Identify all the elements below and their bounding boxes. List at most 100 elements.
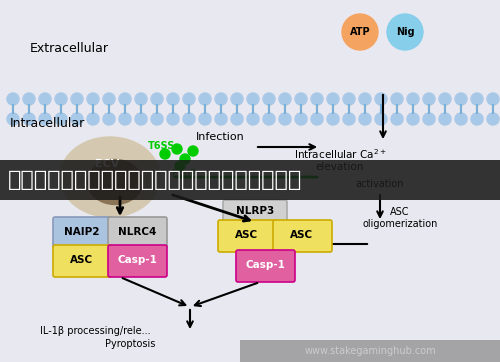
Circle shape — [119, 93, 131, 105]
Text: Casp-1: Casp-1 — [117, 255, 157, 265]
Text: ECV: ECV — [95, 159, 120, 169]
Text: activation: activation — [355, 179, 404, 189]
Circle shape — [279, 93, 291, 105]
Text: T6SS: T6SS — [148, 141, 176, 151]
Circle shape — [375, 93, 387, 105]
Circle shape — [455, 113, 467, 125]
Circle shape — [23, 113, 35, 125]
FancyBboxPatch shape — [223, 200, 287, 224]
Circle shape — [7, 93, 19, 105]
Circle shape — [151, 93, 163, 105]
Circle shape — [188, 146, 198, 156]
Circle shape — [295, 93, 307, 105]
FancyBboxPatch shape — [273, 220, 332, 252]
Circle shape — [359, 93, 371, 105]
Circle shape — [23, 93, 35, 105]
Circle shape — [247, 113, 259, 125]
Text: Infection: Infection — [196, 132, 244, 142]
Circle shape — [175, 161, 185, 171]
Circle shape — [39, 113, 51, 125]
Text: Intracellular Ca$^{2+}$
elevation: Intracellular Ca$^{2+}$ elevation — [294, 147, 386, 172]
Text: 静音型脚踼设计及其在深海生物观察中的应用研究: 静音型脚踼设计及其在深海生物观察中的应用研究 — [8, 170, 302, 190]
Circle shape — [471, 93, 483, 105]
Text: ASC
oligomerization: ASC oligomerization — [362, 207, 438, 229]
Circle shape — [375, 113, 387, 125]
Text: NAIP2: NAIP2 — [64, 227, 100, 237]
Circle shape — [342, 14, 378, 50]
Circle shape — [359, 113, 371, 125]
Circle shape — [439, 113, 451, 125]
Circle shape — [231, 113, 243, 125]
Text: Pyroptosis: Pyroptosis — [105, 339, 156, 349]
Circle shape — [183, 113, 195, 125]
Ellipse shape — [60, 137, 160, 217]
Circle shape — [279, 113, 291, 125]
Text: Nig: Nig — [396, 27, 414, 37]
Circle shape — [55, 113, 67, 125]
FancyBboxPatch shape — [53, 245, 112, 277]
Circle shape — [391, 93, 403, 105]
Circle shape — [7, 113, 19, 125]
Circle shape — [263, 113, 275, 125]
Text: ATP: ATP — [350, 27, 370, 37]
Circle shape — [471, 113, 483, 125]
Bar — [0, 160, 500, 200]
Circle shape — [391, 113, 403, 125]
FancyBboxPatch shape — [108, 245, 167, 277]
Circle shape — [311, 93, 323, 105]
Circle shape — [487, 93, 499, 105]
Circle shape — [135, 113, 147, 125]
Circle shape — [407, 113, 419, 125]
Circle shape — [215, 93, 227, 105]
Circle shape — [199, 113, 211, 125]
Circle shape — [119, 113, 131, 125]
Text: NLRC4: NLRC4 — [118, 227, 156, 237]
Circle shape — [407, 93, 419, 105]
Circle shape — [103, 93, 115, 105]
FancyBboxPatch shape — [236, 250, 295, 282]
Circle shape — [343, 113, 355, 125]
Circle shape — [87, 93, 99, 105]
Circle shape — [172, 144, 182, 154]
Text: www.stakegaminghub.com: www.stakegaminghub.com — [304, 346, 436, 356]
Bar — [240, 340, 500, 362]
Circle shape — [455, 93, 467, 105]
Circle shape — [311, 113, 323, 125]
Circle shape — [487, 113, 499, 125]
Circle shape — [439, 93, 451, 105]
Circle shape — [160, 149, 170, 159]
Circle shape — [263, 93, 275, 105]
Circle shape — [387, 14, 423, 50]
Circle shape — [327, 113, 339, 125]
Circle shape — [231, 93, 243, 105]
Circle shape — [71, 113, 83, 125]
Circle shape — [135, 93, 147, 105]
Circle shape — [343, 93, 355, 105]
Circle shape — [71, 93, 83, 105]
FancyBboxPatch shape — [108, 217, 167, 249]
Circle shape — [295, 113, 307, 125]
Circle shape — [167, 113, 179, 125]
Text: ASC: ASC — [290, 230, 314, 240]
Circle shape — [151, 113, 163, 125]
Circle shape — [199, 93, 211, 105]
Circle shape — [103, 113, 115, 125]
Circle shape — [327, 93, 339, 105]
Circle shape — [167, 93, 179, 105]
Circle shape — [55, 93, 67, 105]
FancyBboxPatch shape — [53, 217, 112, 249]
Circle shape — [180, 154, 190, 164]
Text: Intracellular: Intracellular — [10, 117, 85, 130]
Circle shape — [423, 113, 435, 125]
Text: IL-1β processing/rele...: IL-1β processing/rele... — [40, 326, 150, 336]
Circle shape — [247, 93, 259, 105]
Text: ASC: ASC — [236, 230, 258, 240]
Circle shape — [183, 93, 195, 105]
Text: Extracellular: Extracellular — [30, 42, 109, 55]
FancyBboxPatch shape — [218, 220, 277, 252]
Circle shape — [423, 93, 435, 105]
Ellipse shape — [88, 160, 142, 205]
Circle shape — [87, 113, 99, 125]
Text: ASC: ASC — [70, 255, 94, 265]
Circle shape — [39, 93, 51, 105]
